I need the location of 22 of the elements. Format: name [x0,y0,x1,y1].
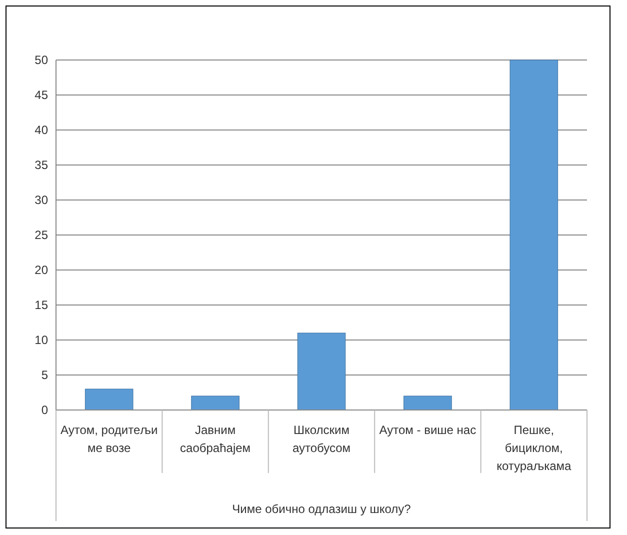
y-tick-label: 45 [34,88,48,102]
bar [510,60,558,410]
x-tick-label: Аутом, родитељи ме возе [60,423,158,455]
bar [404,396,452,410]
x-tick-label: Јавним саобраћајем [180,423,251,455]
y-tick-label: 30 [34,192,48,207]
bar [297,332,346,410]
x-tick-label: Аутом - више нас [379,423,476,437]
x-tick-label: Пешке, бициклом, котураљкама [496,423,572,473]
bar [191,396,240,410]
y-tick-label: 35 [34,158,48,172]
y-tick-label: 5 [41,368,48,382]
y-tick-label: 0 [41,402,48,417]
bar [84,388,134,410]
y-tick-label: 50 [34,52,48,67]
y-tick-label: 15 [34,298,48,312]
y-tick-label: 40 [34,122,48,137]
y-tick-label: 20 [34,262,48,277]
x-tick-label: Школским аутобусом [292,423,351,455]
y-tick-label: 10 [34,332,48,347]
x-axis-title: Чиме обично одлазиш у школу? [232,502,412,516]
y-tick-label: 25 [34,228,48,242]
